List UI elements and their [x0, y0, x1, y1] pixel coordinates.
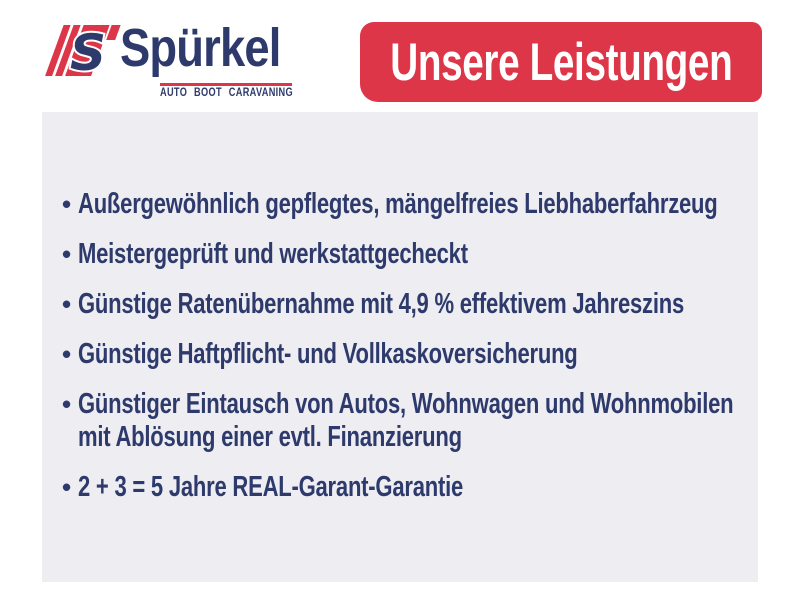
- service-text: Außergewöhnlich gepflegtes, mängelfreies…: [78, 188, 718, 220]
- service-item: • 2 + 3 = 5 Jahre REAL-Garant-Garantie: [62, 471, 758, 504]
- service-text: mit Ablösung einer evtl. Finanzierung: [78, 421, 462, 453]
- service-text: Günstiger Eintausch von Autos, Wohnwagen…: [78, 388, 734, 420]
- service-item: • Meistergeprüft und werkstattgecheckt: [62, 238, 758, 271]
- bullet-dot: •: [62, 189, 72, 219]
- service-item: • Günstige Ratenübernahme mit 4,9 % effe…: [62, 288, 758, 321]
- service-item: • Außergewöhnlich gepflegtes, mängelfrei…: [62, 188, 758, 221]
- service-item: • Günstige Haftpflicht- und Vollkaskover…: [62, 338, 758, 371]
- service-text: Günstige Ratenübernahme mit 4,9 % effekt…: [78, 288, 685, 320]
- spuerkel-logo-icon: S: [45, 24, 121, 78]
- service-item: • Günstiger Eintausch von Autos, Wohnwag…: [62, 388, 758, 454]
- headline-title: Unsere Leistungen: [389, 32, 733, 92]
- service-text: 2 + 3 = 5 Jahre REAL-Garant-Garantie: [78, 471, 463, 503]
- services-panel: • Außergewöhnlich gepflegtes, mängelfrei…: [42, 112, 758, 582]
- bullet-dot: •: [62, 389, 72, 419]
- service-text: Günstige Haftpflicht- und Vollkaskoversi…: [78, 338, 578, 370]
- dealer-name: Spürkel: [120, 18, 281, 78]
- service-text: Meistergeprüft und werkstattgecheckt: [78, 238, 468, 270]
- svg-text:S: S: [70, 24, 106, 78]
- bullet-dot: •: [62, 239, 72, 269]
- services-list: • Außergewöhnlich gepflegtes, mängelfrei…: [42, 112, 758, 504]
- headline-banner: Unsere Leistungen: [360, 22, 762, 102]
- bullet-dot: •: [62, 472, 72, 502]
- logo-divider: [160, 83, 292, 86]
- bullet-dot: •: [62, 339, 72, 369]
- bullet-dot: •: [62, 289, 72, 319]
- dealer-tagline: AUTO BOOT CARAVANING: [160, 87, 293, 99]
